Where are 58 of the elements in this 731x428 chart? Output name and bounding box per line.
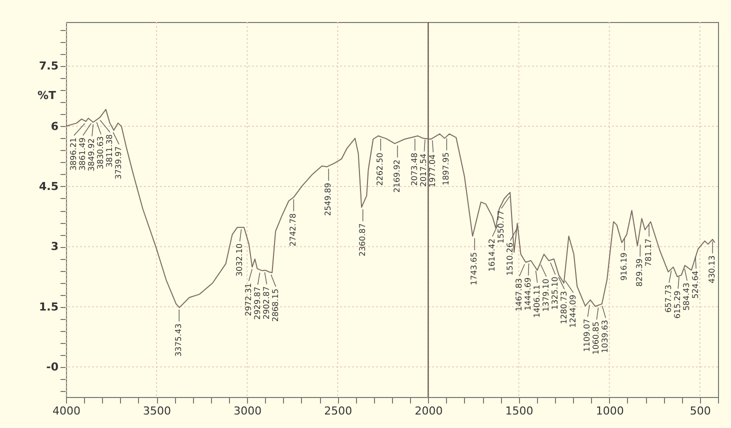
annotation: 3811.38	[105, 134, 114, 168]
annotation: 3896.21	[69, 137, 78, 171]
y-tick-label: 3	[50, 240, 58, 254]
annotation: 584.43	[682, 282, 692, 311]
y-tick-label: -0	[46, 360, 59, 374]
annotation: 430.13	[708, 255, 717, 284]
x-tick-label: 2500	[324, 404, 352, 418]
x-tick-label: 1000	[596, 404, 624, 418]
annotation: 781.17	[644, 238, 654, 267]
y-tick-label: 7.5	[39, 60, 58, 73]
x-tick-label: 2000	[414, 404, 443, 418]
annotation: 3830.63	[96, 136, 105, 170]
annotation: 2972.31	[244, 283, 253, 316]
annotation: 3861.49	[78, 137, 87, 171]
annotation: 524.64	[691, 270, 700, 299]
annotation: 3032.10	[234, 243, 244, 276]
annotation: 1510.26	[505, 242, 514, 276]
annotation: 2868.15	[270, 288, 280, 322]
annotation: 2073.48	[410, 152, 419, 186]
annotation: 1325.10	[550, 276, 560, 310]
annotation: 1406.11	[532, 284, 542, 318]
annotation: 615.29	[673, 290, 682, 319]
annotation: 2360.87	[358, 223, 367, 256]
annotation: 2742.78	[288, 213, 298, 246]
annotation: 3849.92	[87, 138, 96, 172]
annotation: 657.73	[664, 284, 674, 313]
x-tick-label: 4000	[52, 404, 80, 418]
annotation: 2262.50	[376, 152, 385, 186]
y-axis-title: %T	[37, 89, 56, 102]
annotation: 1244.09	[568, 294, 578, 328]
annotation: 2017.54	[419, 154, 428, 187]
y-tick-label: 1.5	[39, 300, 58, 314]
annotation: 1897.95	[442, 152, 451, 186]
x-tick-label: 3000	[234, 404, 262, 418]
y-tick-label: 4.5	[39, 180, 58, 193]
annotation: 2929.87	[252, 286, 262, 320]
annotation: 2549.89	[324, 182, 333, 216]
annotation: 2902.87	[262, 286, 271, 320]
annotation: 1109.07	[582, 318, 592, 352]
annotation: 1743.65	[470, 252, 479, 286]
annotation: 916.19	[620, 252, 629, 281]
x-tick-label: 1500	[505, 404, 534, 418]
annotation: 1614.42	[487, 238, 496, 272]
annotation: 829.39	[635, 258, 644, 287]
annotation: 1060.85	[592, 322, 601, 355]
y-tick-label: 6	[50, 120, 59, 133]
annotation: 2169.92	[392, 160, 402, 193]
annotation: 1379.10	[541, 278, 550, 312]
annotation: 3375.43	[174, 324, 184, 357]
annotation: 1550.77	[496, 210, 506, 244]
annotation: 1444.69	[523, 277, 532, 311]
x-tick-label: 500	[690, 404, 711, 418]
x-tick-label: 3500	[143, 404, 172, 418]
annotation: 1280.73	[559, 291, 568, 324]
annotation: 1977.04	[428, 154, 438, 188]
annotation: 3739.97	[114, 146, 123, 180]
annotation: 1467.83	[514, 278, 524, 312]
annotation: 1039.63	[600, 320, 610, 354]
